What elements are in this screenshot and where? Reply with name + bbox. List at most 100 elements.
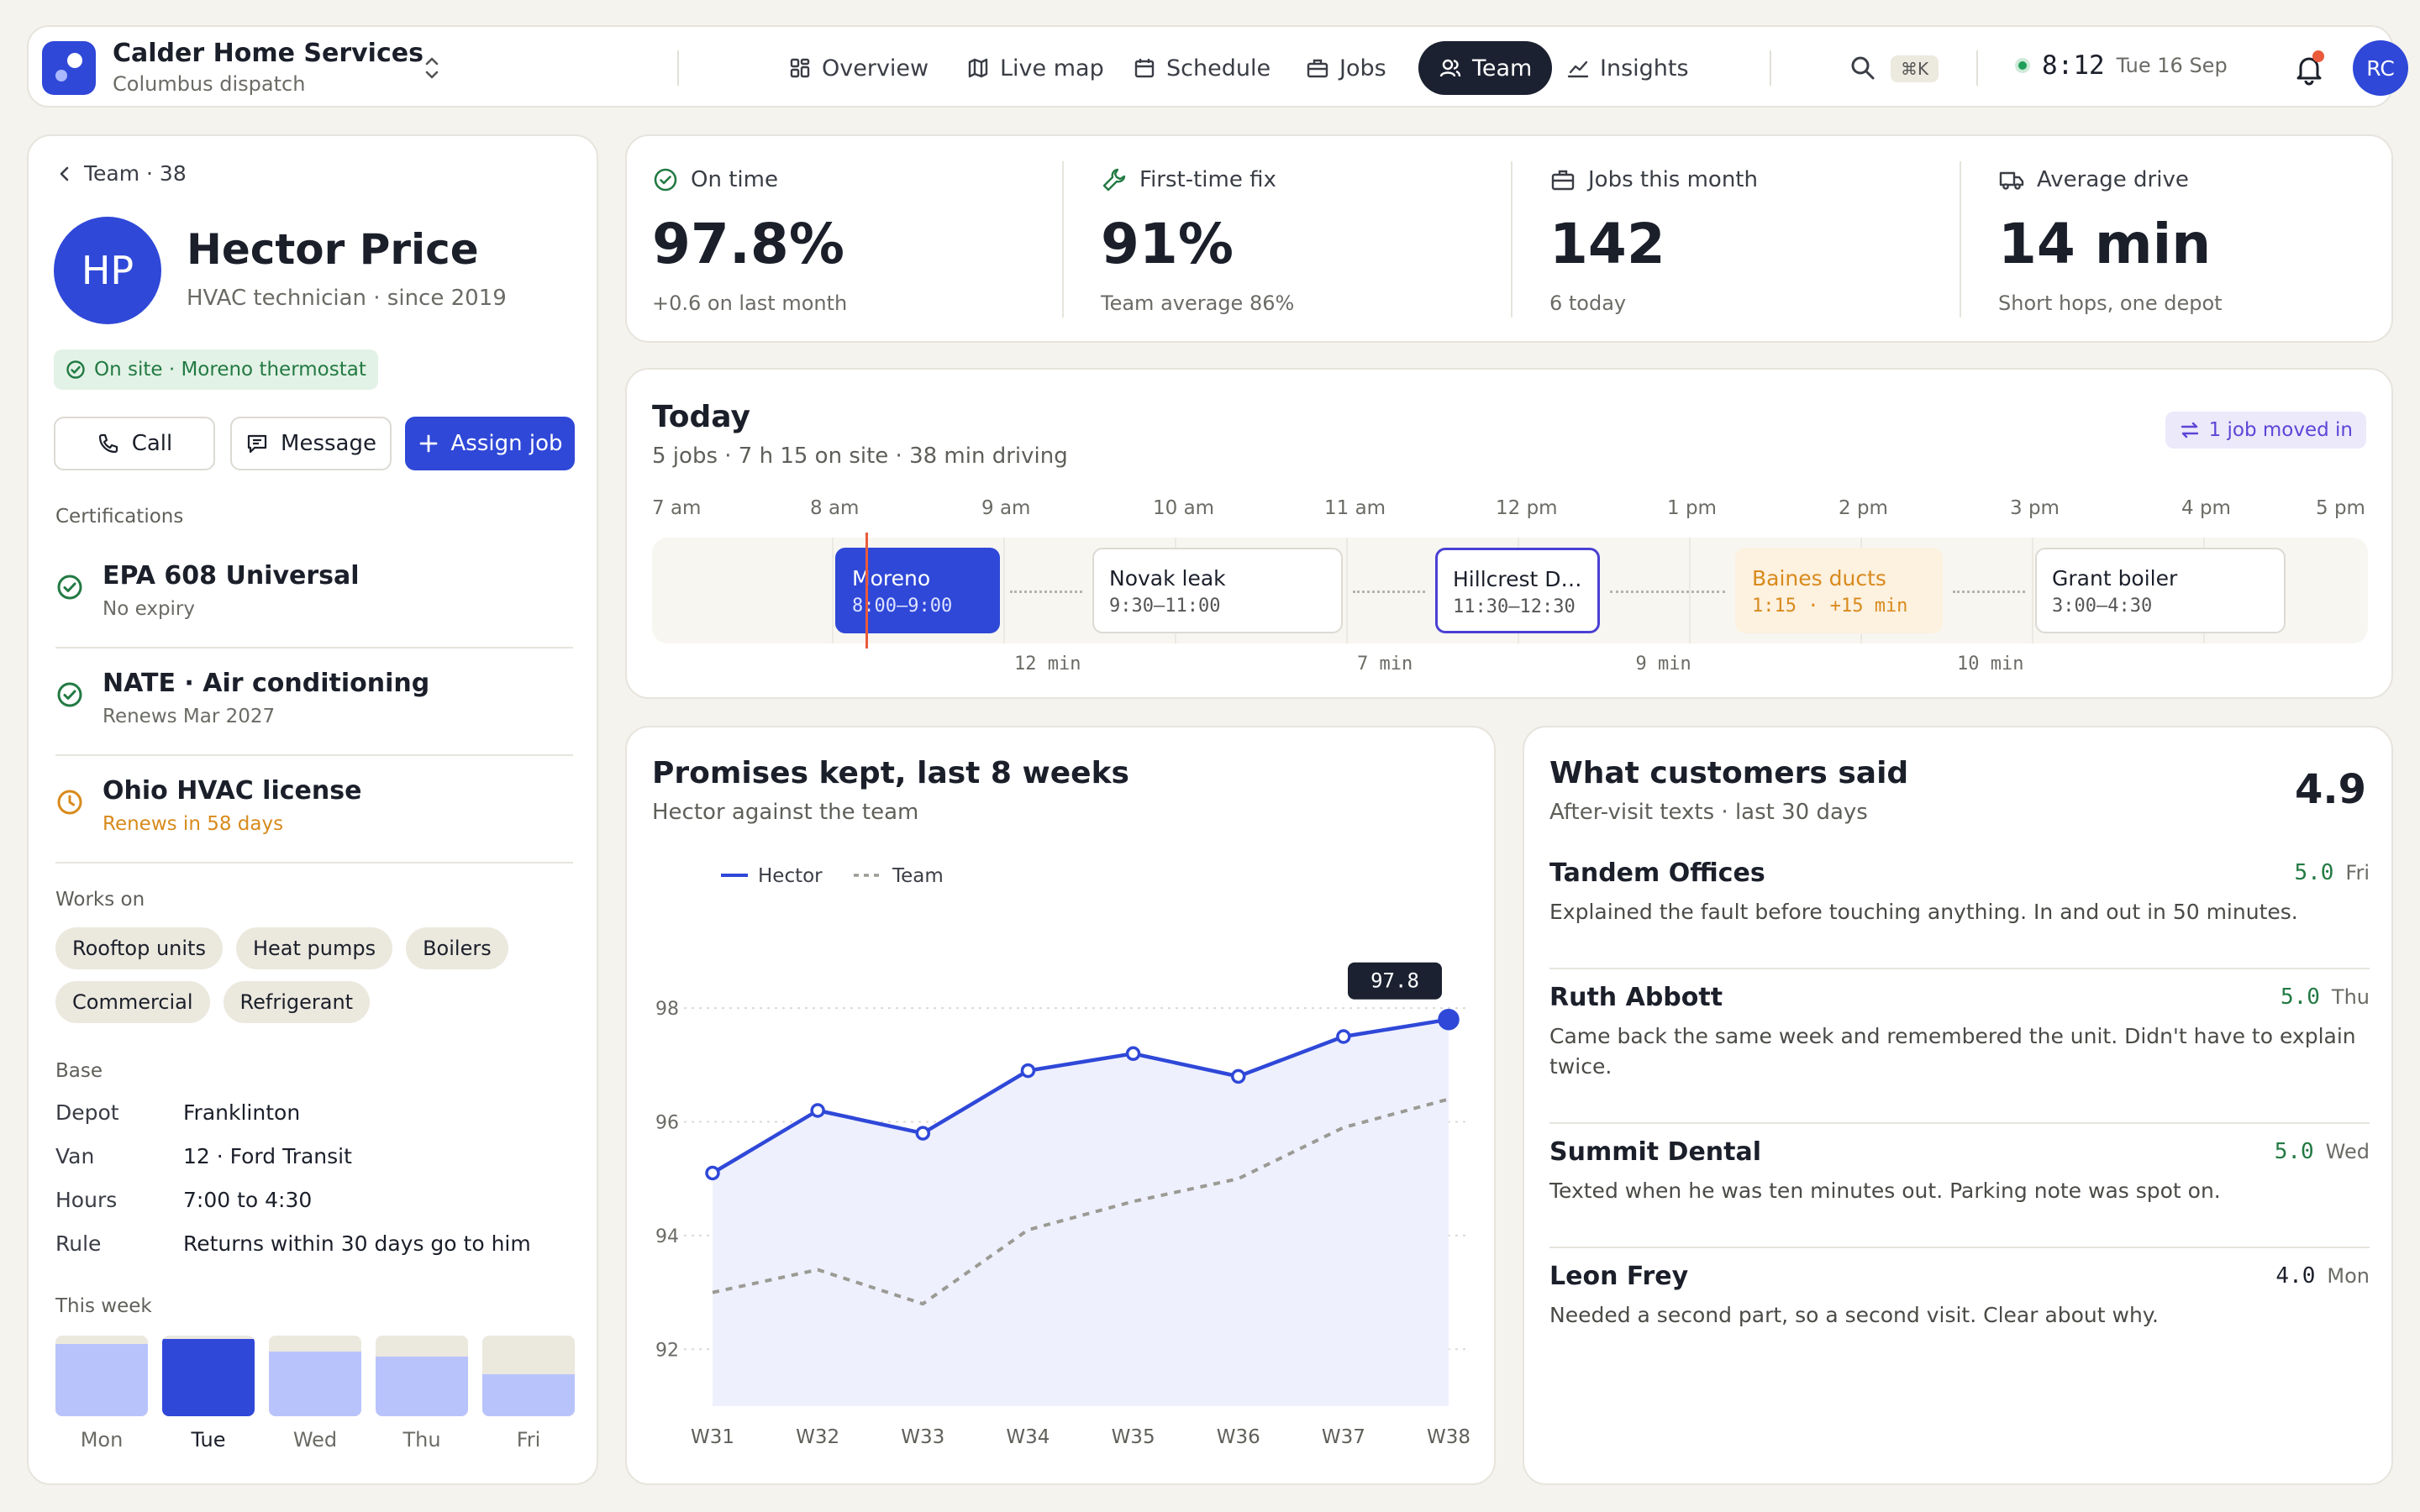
job-block[interactable]: Moreno 8:00–9:00: [835, 548, 1000, 633]
kpi-on-time: On time 97.8% +0.6 on last month: [652, 166, 1072, 315]
divider: [1511, 161, 1512, 318]
hector-area-fill: [713, 1019, 1449, 1406]
job-moved-badge-label: 1 job moved in: [2208, 419, 2353, 441]
hector-data-point: [1438, 1008, 1460, 1031]
certification-detail: No expiry: [103, 598, 196, 620]
y-tick-label: 92: [655, 1340, 679, 1361]
hour-tick-label: 9 am: [981, 497, 1031, 519]
x-tick-label: W38: [1427, 1426, 1470, 1448]
search-icon[interactable]: [1849, 54, 1877, 82]
chevron-left-icon: [60, 166, 69, 181]
review-item: Leon Frey 4.0 Mon Needed a second part, s…: [1549, 1262, 2370, 1373]
job-block[interactable]: Baines ducts 1:15 · +15 min: [1735, 548, 1943, 633]
kpi-first-time-fix: First-time fix 91% Team average 86%: [1101, 166, 1521, 315]
y-tick-label: 98: [655, 999, 679, 1020]
today-summary: 5 jobs · 7 h 15 on site · 38 min driving: [652, 444, 1068, 469]
day-load-track: [162, 1336, 255, 1416]
drive-connector: [1010, 591, 1082, 593]
switch-chevrons-icon[interactable]: [420, 54, 444, 82]
hour-tick-label: 12 pm: [1496, 497, 1558, 519]
day-load-fill: [55, 1344, 148, 1416]
divider: [677, 50, 679, 86]
job-block[interactable]: Novak leak 9:30–11:00: [1092, 548, 1343, 633]
job-title: Novak leak: [1109, 566, 1226, 591]
notification-dot: [2312, 50, 2324, 62]
x-tick-label: W33: [901, 1426, 944, 1448]
day-load-fill: [269, 1352, 361, 1416]
review-item: Summit Dental 5.0 Wed Texted when he was …: [1549, 1137, 2370, 1248]
weekly-load-bars: Mon Tue Wed Thu Fri: [55, 1336, 576, 1460]
company-logo: [42, 41, 96, 95]
job-moved-badge[interactable]: 1 job moved in: [2165, 412, 2366, 449]
this-week-heading: This week: [55, 1295, 152, 1317]
works-on-heading: Works on: [55, 889, 145, 911]
skill-chip: Boilers: [406, 927, 508, 969]
job-time: 1:15 · +15 min: [1752, 596, 1908, 617]
assign-job-button[interactable]: Assign job: [405, 417, 575, 470]
drive-time-label: 7 min: [1357, 654, 1413, 675]
drive-connector: [1353, 591, 1425, 593]
nav-insights-label: Insights: [1600, 55, 1689, 81]
kpi-value: 91%: [1101, 212, 1234, 276]
day-load-track: [482, 1336, 575, 1416]
base-row: Rule Returns within 30 days go to him: [55, 1231, 531, 1256]
breadcrumb: Team · 38: [84, 161, 187, 186]
clock-date: Tue 16 Sep: [2116, 54, 2228, 77]
job-block[interactable]: Hillcrest Dental 11:30–12:30: [1435, 548, 1600, 633]
promises-chart-card: Promises kept, last 8 weeks Hector again…: [625, 726, 1496, 1485]
hector-data-point: [810, 1103, 825, 1118]
back-to-team-link[interactable]: Team · 38: [55, 161, 187, 186]
map-icon: [968, 58, 988, 78]
chart-title: Promises kept, last 8 weeks: [652, 756, 1129, 790]
technician-name: Hector Price: [187, 225, 479, 274]
review-score: 4.0: [2275, 1263, 2316, 1289]
team-series-line: [712, 1097, 1449, 1306]
wrench-icon: [1102, 168, 1126, 192]
technician-role: HVAC technician · since 2019: [187, 286, 507, 311]
x-tick-label: W31: [691, 1426, 734, 1448]
live-status-dot: [2015, 58, 2030, 73]
nav-live-map[interactable]: Live map: [946, 41, 1124, 95]
skill-chip: Heat pumps: [235, 927, 393, 969]
kpi-sub: Short hops, one depot: [1998, 291, 2223, 315]
phone-icon: [98, 433, 118, 454]
drive-time-label: 10 min: [1957, 654, 2024, 675]
briefcase-icon: [1551, 170, 1575, 191]
hour-tick-label: 11 am: [1324, 497, 1386, 519]
customer-reviews-card: What customers said After-visit texts · …: [1523, 726, 2393, 1485]
job-block[interactable]: Grant boiler 3:00–4:30: [2035, 548, 2286, 633]
skill-chip: Commercial: [55, 981, 210, 1023]
nav-jobs[interactable]: Jobs: [1286, 41, 1407, 95]
check-circle-icon: [57, 575, 82, 600]
day-label: Thu: [402, 1428, 441, 1452]
swap-icon: [2181, 422, 2198, 438]
hour-tick-label: 4 pm: [2181, 497, 2231, 519]
drive-time-label: 12 min: [1014, 654, 1081, 675]
kpi-value: 97.8%: [652, 212, 844, 276]
job-time: 9:30–11:00: [1109, 596, 1221, 617]
call-button[interactable]: Call: [54, 417, 215, 470]
kpi-strip: On time 97.8% +0.6 on last month First-t…: [625, 134, 2393, 343]
message-button[interactable]: Message: [230, 417, 392, 470]
promises-line-chart: Hector Team 92 94 96 98 97.8 W31 W32 W33 W34 W35 W36…: [655, 865, 1470, 1448]
job-title: Grant boiler: [2052, 566, 2178, 591]
base-value: Returns within 30 days go to him: [183, 1231, 531, 1256]
skill-chips: Rooftop units Heat pumps Boilers Commerc…: [55, 927, 576, 1023]
base-value: 12 · Ford Transit: [183, 1144, 352, 1168]
nav-team[interactable]: Team: [1418, 41, 1553, 95]
legend-team-label: Team: [892, 865, 944, 887]
nav-overview[interactable]: Overview: [768, 41, 949, 95]
job-title: Moreno: [852, 566, 931, 591]
call-button-label: Call: [131, 431, 173, 456]
nav-insights[interactable]: Insights: [1546, 41, 1709, 95]
user-avatar[interactable]: RC: [2353, 40, 2408, 96]
nav-schedule[interactable]: Schedule: [1113, 41, 1291, 95]
review-score: 5.0: [2294, 860, 2334, 885]
bell-icon[interactable]: [2292, 52, 2326, 86]
review-item: Ruth Abbott 5.0 Thu Came back the same we…: [1549, 983, 2370, 1124]
day-label: Mon: [80, 1428, 124, 1452]
trend-icon: [1567, 60, 1589, 78]
kpi-value: 14 min: [1998, 212, 2212, 276]
hector-data-point: [1230, 1068, 1246, 1084]
divider: [1770, 50, 1771, 86]
